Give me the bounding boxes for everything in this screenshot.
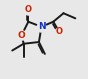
Text: O: O — [18, 31, 25, 40]
Text: O: O — [56, 27, 63, 36]
Text: O: O — [25, 5, 32, 14]
Text: N: N — [38, 22, 45, 31]
